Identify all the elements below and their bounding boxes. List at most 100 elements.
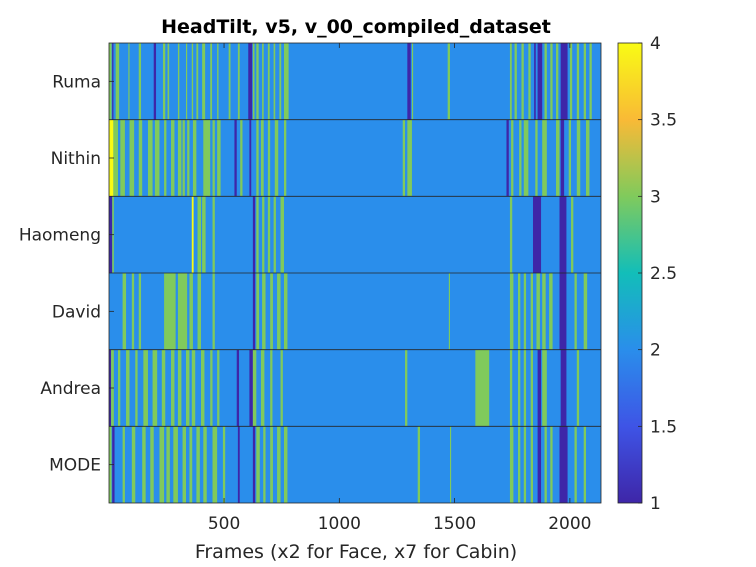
heatmap-cell <box>186 349 190 427</box>
row-dividers <box>109 119 601 427</box>
heatmap-cell <box>270 349 273 427</box>
colorbar-tick-label: 2 <box>650 341 661 361</box>
heatmap-cell <box>126 349 130 427</box>
heatmap-cell <box>530 273 533 350</box>
heatmap-cell <box>583 43 587 120</box>
heatmap-cell <box>519 119 522 197</box>
heatmap-cell <box>267 196 271 273</box>
y-tick-label: Haomeng <box>19 226 101 246</box>
heatmap-cell <box>248 43 253 120</box>
row-background-andrea <box>109 349 601 427</box>
heatmap-cell <box>153 43 157 120</box>
colorbar-tick-label: 1.5 <box>650 417 677 437</box>
heatmap-cell <box>210 349 213 427</box>
x-axis-label: Frames (x2 for Face, x7 for Cabin) <box>195 541 517 563</box>
heatmap-cell <box>518 273 521 350</box>
heatmap-cell <box>202 196 206 273</box>
heatmap-cell <box>535 119 538 197</box>
heatmap-cell <box>537 426 542 503</box>
x-tick-label: 2000 <box>548 514 591 534</box>
heatmap-cell <box>128 43 130 120</box>
heatmap-cell <box>171 119 175 197</box>
heatmap-cell <box>273 43 276 120</box>
heatmap-cell <box>534 43 536 120</box>
heatmap-cell <box>528 43 531 120</box>
heatmap-cell <box>122 426 125 503</box>
heatmap-cell <box>537 349 542 427</box>
heatmap-cell <box>449 426 452 503</box>
heatmap-cell <box>262 196 265 273</box>
heatmap-cell <box>274 119 279 197</box>
heatmap-cell <box>559 196 567 273</box>
heatmap-cell <box>162 43 166 120</box>
heatmap-plot <box>109 43 601 503</box>
heatmap-cell <box>164 119 167 197</box>
heatmap-cell <box>583 273 588 350</box>
heatmap-cell <box>542 273 546 350</box>
heatmap-cell <box>234 119 237 197</box>
heatmap-cell <box>143 349 148 427</box>
heatmap-cell <box>583 426 587 503</box>
heatmap-cell <box>556 43 559 120</box>
heatmap-cell <box>249 119 252 197</box>
heatmap-cell <box>120 119 125 197</box>
heatmap-cell <box>138 119 143 197</box>
heatmap-cell <box>514 43 517 120</box>
heatmap-cell <box>537 43 543 120</box>
heatmap-cell <box>196 426 200 503</box>
heatmap-cell <box>407 119 412 197</box>
heatmap-cell <box>518 349 521 427</box>
heatmap-cell <box>530 426 533 503</box>
heatmap-cell <box>217 119 221 197</box>
heatmap-cell <box>277 273 281 350</box>
heatmap-cell <box>186 43 188 120</box>
y-tick-label: MODE <box>49 456 101 476</box>
heatmap-cell <box>277 426 281 503</box>
heatmap-cell <box>576 349 580 427</box>
heatmap-cell <box>212 273 215 350</box>
colorbar-tick-label: 4 <box>650 34 661 54</box>
heatmap-cell <box>523 273 527 350</box>
y-axis: Ruma Nithin Haomeng David Andrea MODE <box>19 72 114 476</box>
heatmap-cell <box>542 349 547 427</box>
heatmap-cell <box>138 273 142 350</box>
heatmap-cell <box>589 43 592 120</box>
heatmap-cell <box>252 349 257 427</box>
heatmap-cell <box>212 119 215 197</box>
heatmap-cell <box>270 426 273 503</box>
heatmap-cell <box>177 119 182 197</box>
heatmap-cell <box>417 426 421 503</box>
heatmap-cell <box>283 273 288 350</box>
heatmap-cell <box>150 426 154 503</box>
y-tick-label: Andrea <box>40 379 101 399</box>
heatmap-cell <box>550 426 553 503</box>
heatmap-cell <box>506 119 509 197</box>
heatmap-cell <box>203 119 211 197</box>
plot-frame <box>108 42 602 504</box>
heatmap-cell <box>164 273 176 350</box>
heatmap-cell <box>523 349 527 427</box>
heatmap-cell <box>182 119 185 197</box>
heatmap-cell <box>228 43 231 120</box>
heatmap-cell <box>556 119 560 197</box>
heatmap-cell <box>280 349 283 427</box>
heatmap-cell <box>574 426 577 503</box>
heatmap-cell <box>135 349 138 427</box>
heatmap-cell <box>521 43 524 120</box>
y-tick-label: Ruma <box>52 72 101 92</box>
heatmap-cell <box>117 349 121 427</box>
colorbar: 1 1.5 2 2.5 3 3.5 4 <box>617 34 677 514</box>
heatmap-cell <box>177 273 188 350</box>
heatmap-cell <box>405 349 408 427</box>
heatmap-cell <box>192 119 197 197</box>
heatmap-cell <box>542 119 547 197</box>
heatmap-cell <box>280 196 284 273</box>
heatmap-cell <box>189 273 193 350</box>
heatmap-cell <box>569 43 573 120</box>
heatmap-cell <box>197 273 201 350</box>
heatmap-cell <box>283 119 287 197</box>
heatmap-cell <box>549 273 553 350</box>
heatmap-cell <box>571 196 574 273</box>
heatmap-cell <box>252 426 256 503</box>
heatmap-cell <box>152 349 158 427</box>
